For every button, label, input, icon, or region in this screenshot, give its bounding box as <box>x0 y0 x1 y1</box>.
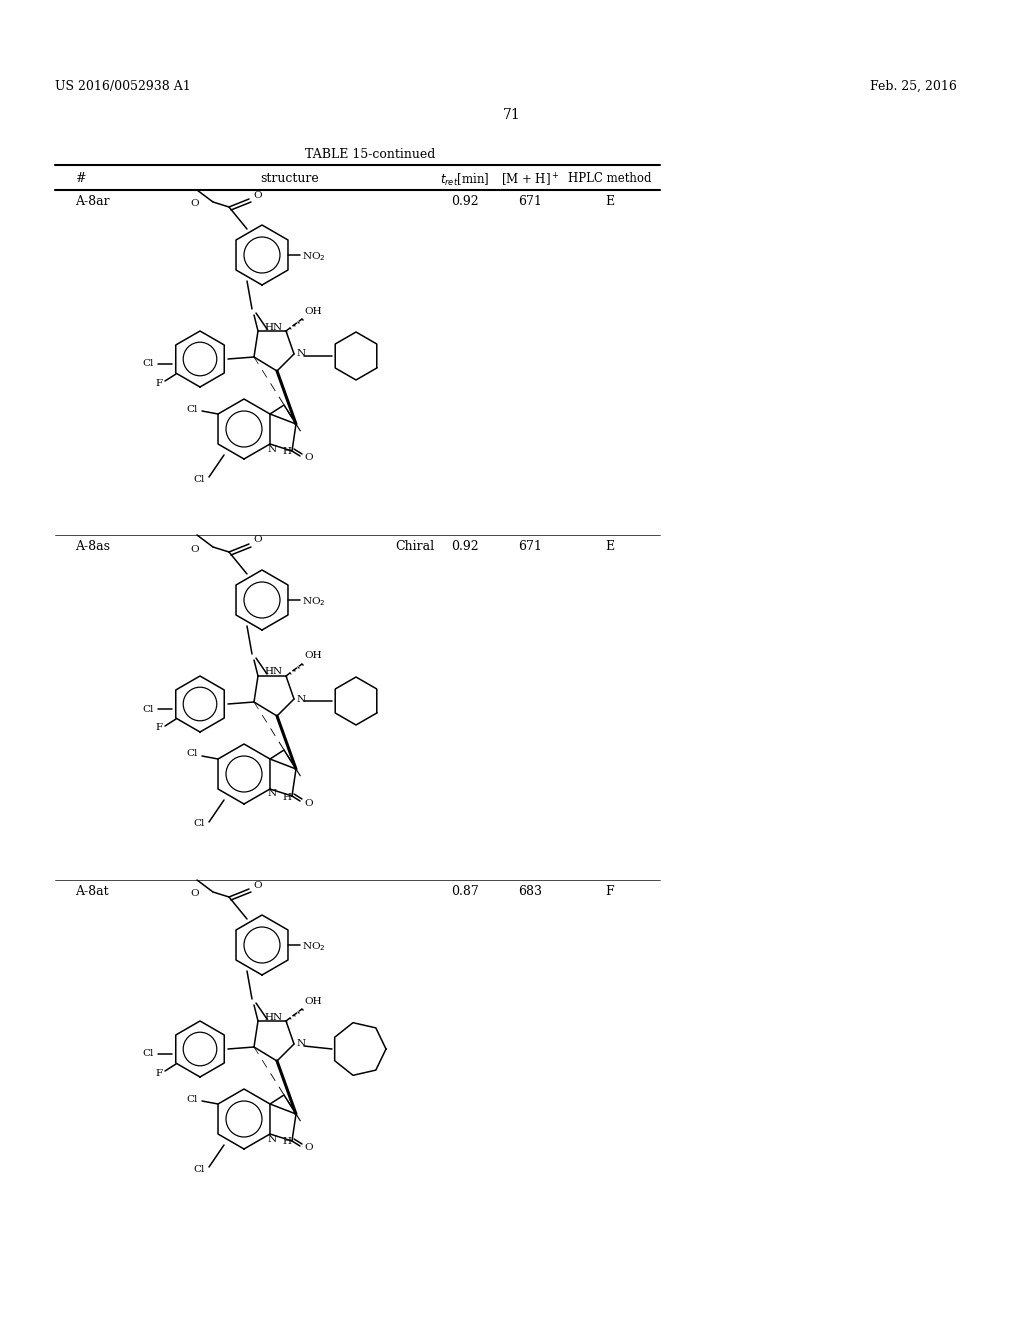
Text: H: H <box>282 1138 291 1147</box>
Text: 71: 71 <box>503 108 521 121</box>
Text: F: F <box>156 723 163 733</box>
Text: 0.87: 0.87 <box>452 884 479 898</box>
Text: F: F <box>605 884 614 898</box>
Text: F: F <box>156 1068 163 1077</box>
Text: O: O <box>190 544 199 553</box>
Text: N: N <box>297 694 306 704</box>
Text: N: N <box>267 445 276 454</box>
Text: HN: HN <box>264 668 283 676</box>
Text: Cl: Cl <box>142 1049 154 1059</box>
Text: HN: HN <box>264 322 283 331</box>
Text: A-8ar: A-8ar <box>75 195 110 209</box>
Text: H: H <box>282 792 291 801</box>
Text: OH: OH <box>304 306 322 315</box>
Text: Cl: Cl <box>194 1164 205 1173</box>
Text: TABLE 15-continued: TABLE 15-continued <box>305 148 435 161</box>
Text: structure: structure <box>261 172 319 185</box>
Text: 683: 683 <box>518 884 542 898</box>
Text: Cl: Cl <box>194 820 205 829</box>
Text: A-8as: A-8as <box>75 540 110 553</box>
Text: 0.92: 0.92 <box>452 195 479 209</box>
Text: E: E <box>605 195 614 209</box>
Text: NO$_2$: NO$_2$ <box>302 595 326 609</box>
Text: O: O <box>253 190 261 199</box>
Text: F: F <box>156 379 163 388</box>
Text: E: E <box>605 540 614 553</box>
Text: A-8at: A-8at <box>75 884 109 898</box>
Text: HPLC method: HPLC method <box>568 172 651 185</box>
Text: Cl: Cl <box>186 404 198 413</box>
Text: N: N <box>297 1040 306 1048</box>
Text: 0.92: 0.92 <box>452 540 479 553</box>
Text: N: N <box>267 1134 276 1143</box>
Text: OH: OH <box>304 997 322 1006</box>
Text: N: N <box>267 789 276 799</box>
Text: $t_{ret}$[min]: $t_{ret}$[min] <box>440 172 489 187</box>
Text: OH: OH <box>304 652 322 660</box>
Text: O: O <box>190 199 199 209</box>
Text: N: N <box>297 350 306 359</box>
Text: H: H <box>282 447 291 457</box>
Text: US 2016/0052938 A1: US 2016/0052938 A1 <box>55 81 190 92</box>
Text: Feb. 25, 2016: Feb. 25, 2016 <box>870 81 956 92</box>
Text: Chiral: Chiral <box>395 540 434 553</box>
Text: 671: 671 <box>518 195 542 209</box>
Text: O: O <box>253 880 261 890</box>
Text: HN: HN <box>264 1012 283 1022</box>
Text: Cl: Cl <box>142 705 154 714</box>
Text: NO$_2$: NO$_2$ <box>302 941 326 953</box>
Text: [M + H]$^+$: [M + H]$^+$ <box>501 172 559 189</box>
Text: O: O <box>253 536 261 544</box>
Text: Cl: Cl <box>186 1094 198 1104</box>
Text: O: O <box>304 454 312 462</box>
Text: Cl: Cl <box>142 359 154 368</box>
Text: NO$_2$: NO$_2$ <box>302 251 326 264</box>
Text: O: O <box>190 890 199 899</box>
Text: Cl: Cl <box>186 750 198 759</box>
Text: #: # <box>75 172 85 185</box>
Text: O: O <box>304 1143 312 1152</box>
Text: Cl: Cl <box>194 474 205 483</box>
Text: O: O <box>304 799 312 808</box>
Text: 671: 671 <box>518 540 542 553</box>
